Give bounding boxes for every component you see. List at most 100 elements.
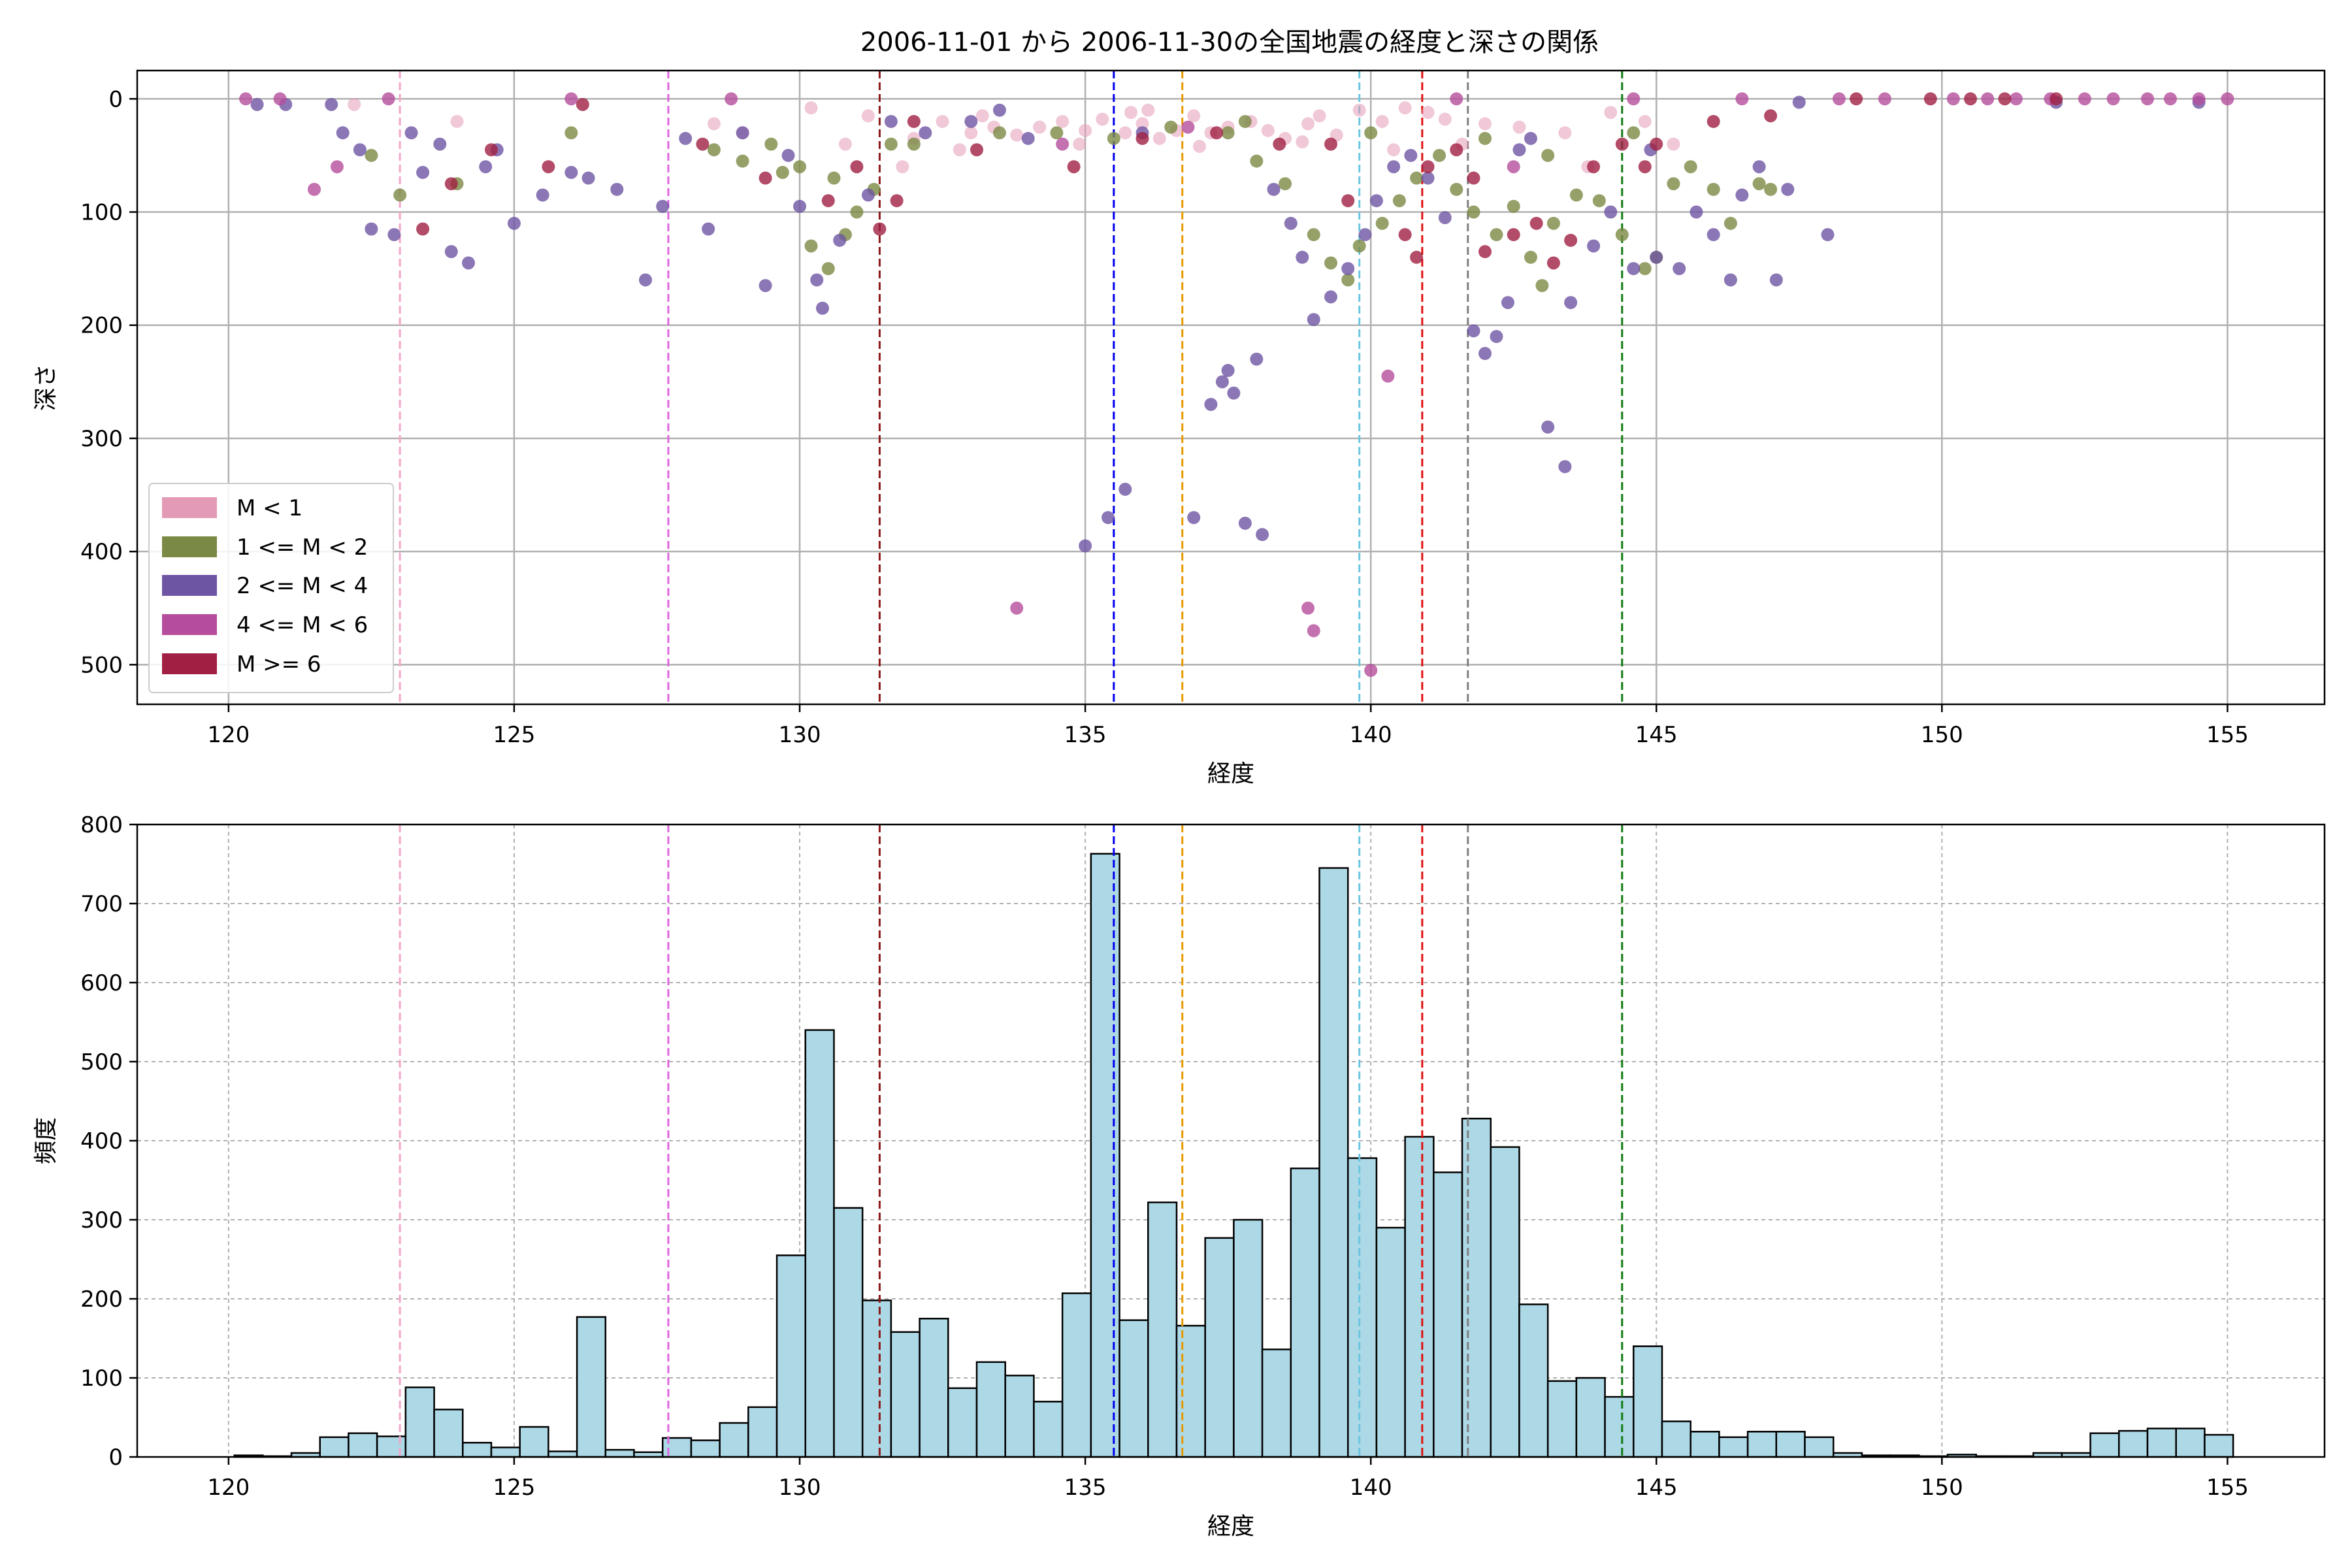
scatter-point xyxy=(1604,106,1618,120)
scatter-point xyxy=(1307,228,1320,242)
scatter-point xyxy=(679,131,693,145)
scatter-point xyxy=(1021,131,1035,145)
legend-box xyxy=(148,483,394,693)
scatter-point xyxy=(1832,92,1846,106)
scatter-point xyxy=(1387,143,1401,157)
scatter-point xyxy=(1723,273,1737,287)
scatter-point xyxy=(325,97,338,111)
y-tick-label: 500 xyxy=(80,652,123,678)
scatter-point xyxy=(1301,117,1315,131)
histogram-bar xyxy=(776,1254,807,1458)
scatter-point xyxy=(759,171,772,185)
x-tick-label: 140 xyxy=(1350,1475,1392,1501)
scatter-point xyxy=(2221,92,2234,106)
histogram-bar xyxy=(2146,1428,2177,1458)
scatter-point xyxy=(793,199,807,213)
scatter-point xyxy=(1478,245,1492,259)
scatter-point xyxy=(1781,182,1795,196)
scatter-point xyxy=(1250,154,1264,168)
scatter-point xyxy=(1398,101,1412,115)
scatter-point xyxy=(1450,92,1463,106)
histogram-bar xyxy=(1119,1319,1149,1458)
scatter-point xyxy=(1404,148,1418,162)
y-tick-label: 100 xyxy=(80,200,123,226)
scatter-point xyxy=(1164,120,1178,134)
scatter-y-axis-ticks: 0 100 200 300 400 500 xyxy=(80,86,137,678)
scatter-point xyxy=(764,137,778,151)
histogram-bar xyxy=(2175,1428,2206,1458)
legend-swatch-m-4-6 xyxy=(162,614,217,635)
x-tick-label: 120 xyxy=(207,722,250,748)
scatter-point xyxy=(1358,228,1372,242)
scatter-point xyxy=(861,188,875,202)
histogram-bar xyxy=(1375,1226,1406,1458)
scatter-point xyxy=(696,137,710,151)
scatter-point xyxy=(1056,137,1070,151)
histogram-bar xyxy=(604,1448,635,1458)
scatter-point xyxy=(638,273,652,287)
x-tick-label: 140 xyxy=(1350,722,1392,748)
scatter-point xyxy=(564,92,578,106)
scatter-point xyxy=(1673,262,1686,276)
scatter-point xyxy=(736,126,749,140)
x-tick-label: 155 xyxy=(2206,1475,2249,1501)
histogram-bar xyxy=(376,1435,407,1458)
scatter-point xyxy=(1381,369,1395,383)
scatter-point xyxy=(861,109,875,123)
scatter-point xyxy=(936,114,949,128)
scatter-point xyxy=(1421,171,1435,185)
scatter-point xyxy=(725,92,738,106)
scatter-points xyxy=(239,92,2234,678)
scatter-point xyxy=(1238,516,1252,530)
scatter-point xyxy=(1998,92,2012,106)
scatter-point xyxy=(1667,177,1680,191)
histogram-bar xyxy=(1233,1218,1264,1458)
scatter-point xyxy=(1375,114,1389,128)
histogram-bar xyxy=(690,1439,721,1458)
histogram-bar xyxy=(804,1029,835,1458)
scatter-point xyxy=(1564,296,1578,310)
scatter-point xyxy=(890,194,904,208)
scatter-point xyxy=(1587,160,1601,174)
scatter-point xyxy=(1307,313,1320,327)
scatter-point xyxy=(1627,262,1641,276)
scatter-point xyxy=(1638,114,1652,128)
scatter-point xyxy=(1398,228,1412,242)
histogram-bar xyxy=(1290,1168,1320,1458)
scatter-point xyxy=(1352,239,1366,253)
scatter-point xyxy=(1135,131,1149,145)
scatter-point xyxy=(1512,143,1526,157)
scatter-point xyxy=(1421,106,1435,120)
scatter-point xyxy=(1181,120,1195,134)
scatter-point xyxy=(1501,296,1514,310)
x-tick-label: 130 xyxy=(779,722,821,748)
x-tick-label: 155 xyxy=(2206,722,2249,748)
scatter-point xyxy=(1221,364,1235,378)
legend-swatch-m-2-4 xyxy=(162,575,217,596)
scatter-point xyxy=(1524,131,1537,145)
scatter-point xyxy=(1369,194,1383,208)
histogram-bar xyxy=(1061,1292,1092,1458)
scatter-point xyxy=(2163,92,2177,106)
legend-entry: 1 <= M < 2 xyxy=(162,534,368,561)
scatter-point xyxy=(1438,211,1452,225)
scatter-point xyxy=(821,262,835,276)
y-tick-label: 100 xyxy=(80,1365,123,1392)
scatter-point xyxy=(1535,279,1549,293)
scatter-point xyxy=(1102,511,1115,525)
scatter-point xyxy=(1387,160,1401,174)
legend-entry: M >= 6 xyxy=(162,651,321,678)
histogram-bar xyxy=(1661,1420,1691,1458)
histogram-bar xyxy=(1718,1436,1749,1458)
scatter-point xyxy=(1056,114,1070,128)
scatter-point xyxy=(776,165,789,179)
scatter-point xyxy=(1450,182,1463,196)
scatter-point xyxy=(416,222,430,236)
scatter-point xyxy=(781,148,795,162)
scatter-point xyxy=(536,188,549,202)
scatter-point xyxy=(1850,92,1863,106)
scatter-point xyxy=(1119,482,1132,496)
scatter-point xyxy=(507,216,521,230)
histogram-bar xyxy=(919,1318,949,1458)
scatter-point xyxy=(804,101,818,115)
